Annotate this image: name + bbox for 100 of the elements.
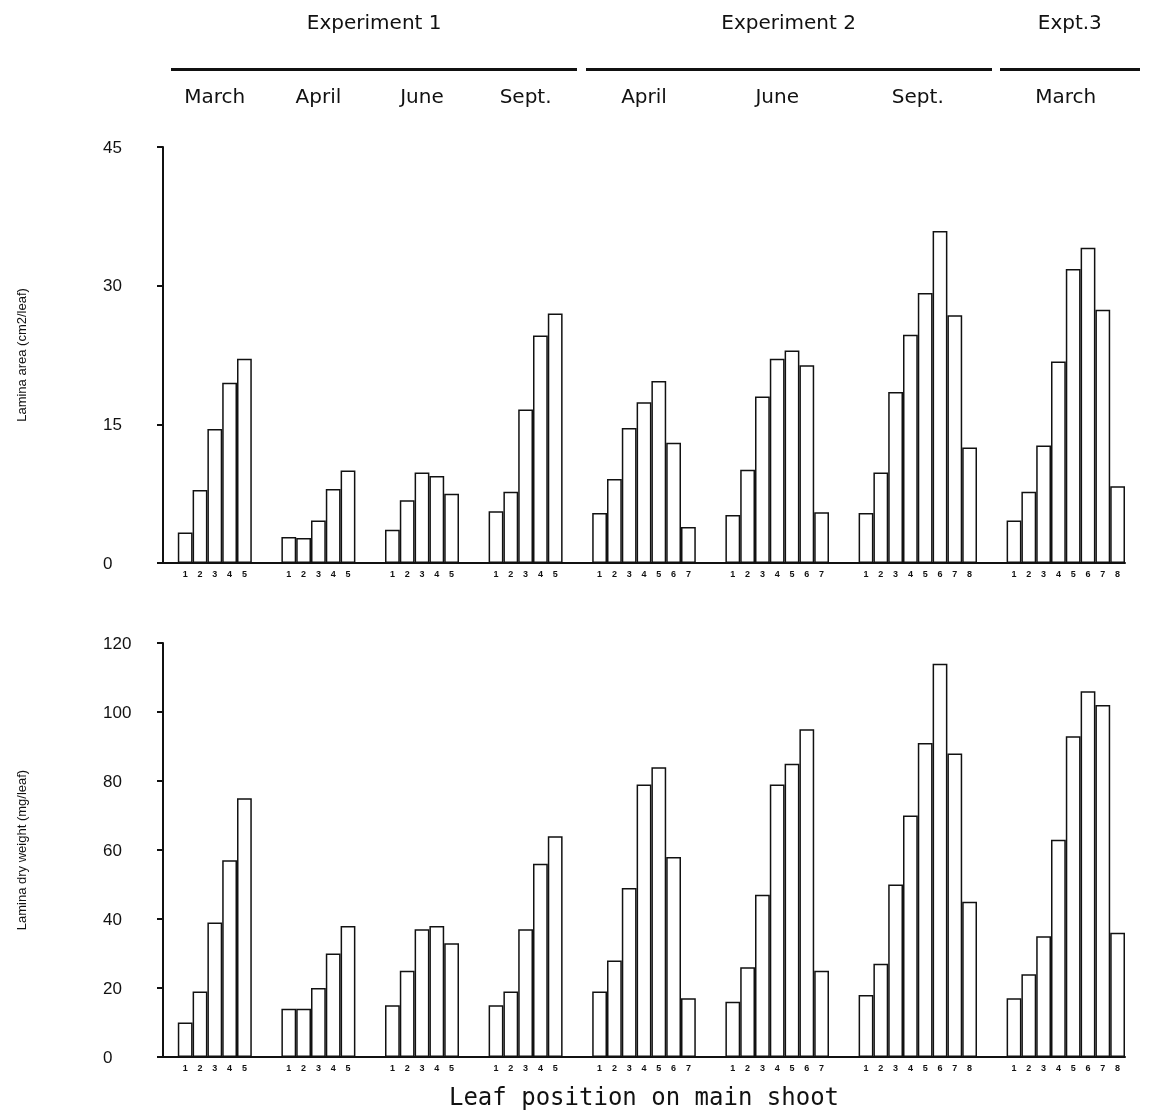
x-tick-label: 5 <box>552 1062 558 1073</box>
text: Experiment 1 <box>306 10 442 34</box>
x-tick-label: 3 <box>315 568 321 579</box>
x-tick-label: 7 <box>685 568 691 579</box>
x-tick-label: 2 <box>508 568 514 579</box>
x-tick-label: 5 <box>789 568 795 579</box>
x-tick-label: 1 <box>182 568 188 579</box>
x-tick-label: 7 <box>819 568 825 579</box>
x-tick-label: 6 <box>1085 568 1091 579</box>
x-tick-label: 6 <box>804 1062 810 1073</box>
x-tick-label: 2 <box>197 568 203 579</box>
x-tick-label: 5 <box>449 568 455 579</box>
x-tick-label: 5 <box>656 568 662 579</box>
x-tick-label: 2 <box>611 1062 617 1073</box>
text: Experiment 2 <box>721 10 856 34</box>
x-tick-label: 4 <box>641 568 647 579</box>
x-tick-label: 4 <box>774 1062 780 1073</box>
x-tick-label: 1 <box>389 1062 395 1073</box>
x-tick-label: 2 <box>301 1062 307 1073</box>
y-tick-label: 120 <box>103 633 132 653</box>
x-tick-label: 4 <box>434 1062 440 1073</box>
x-tick-label: 7 <box>1100 1062 1106 1073</box>
x-tick-label: 2 <box>878 568 884 579</box>
x-tick-label: 6 <box>1085 1062 1091 1073</box>
x-tick-label: 3 <box>523 568 529 579</box>
text: Sept. <box>891 84 944 108</box>
x-tick-label: 5 <box>241 568 247 579</box>
x-tick-label: 5 <box>656 1062 662 1073</box>
y-tick-label: 15 <box>103 414 122 434</box>
x-tick-label: 1 <box>863 568 869 579</box>
x-tick-label: 5 <box>241 1062 247 1073</box>
x-tick-label: 5 <box>552 568 558 579</box>
x-tick-label: 2 <box>1026 1062 1032 1073</box>
text: March <box>1035 84 1097 108</box>
x-tick-label: 4 <box>537 1062 543 1073</box>
x-tick-label: 7 <box>685 1062 691 1073</box>
x-tick-label: 1 <box>730 1062 736 1073</box>
x-tick-label: 1 <box>286 568 292 579</box>
x-tick-label: 4 <box>907 1062 913 1073</box>
x-tick-label: 3 <box>315 1062 321 1073</box>
x-tick-label: 8 <box>967 568 973 579</box>
x-tick-label: 2 <box>745 568 751 579</box>
x-tick-label: 3 <box>893 1062 899 1073</box>
y-tick-label: 40 <box>103 909 122 929</box>
y-axis-title: Lamina dry weight (mg/leaf) <box>14 769 29 931</box>
x-tick-label: 5 <box>1070 1062 1076 1073</box>
x-tick-label: 3 <box>419 1062 425 1073</box>
x-tick-label: 4 <box>641 1062 647 1073</box>
x-tick-label: 1 <box>597 568 603 579</box>
x-tick-label: 5 <box>789 1062 795 1073</box>
x-tick-label: 4 <box>227 568 233 579</box>
x-tick-label: 6 <box>671 1062 677 1073</box>
y-tick-label: 60 <box>103 840 122 860</box>
x-tick-label: 4 <box>434 568 440 579</box>
x-tick-label: 6 <box>804 568 810 579</box>
x-tick-label: 1 <box>182 1062 188 1073</box>
x-tick-label: 2 <box>745 1062 751 1073</box>
x-tick-label: 7 <box>952 1062 958 1073</box>
x-tick-label: 1 <box>1011 568 1017 579</box>
x-tick-label: 1 <box>493 1062 499 1073</box>
x-tick-label: 4 <box>537 568 543 579</box>
x-tick-label: 5 <box>922 568 928 579</box>
text: March <box>184 84 246 108</box>
x-tick-label: 2 <box>197 1062 203 1073</box>
x-tick-label: 7 <box>1100 568 1106 579</box>
x-tick-label: 4 <box>1055 568 1061 579</box>
x-tick-label: 3 <box>212 568 218 579</box>
y-tick-label: 45 <box>103 137 122 157</box>
x-tick-label: 3 <box>212 1062 218 1073</box>
x-tick-label: 5 <box>345 568 351 579</box>
x-tick-label: 6 <box>937 1062 943 1073</box>
x-tick-label: 2 <box>404 1062 410 1073</box>
x-tick-label: 4 <box>774 568 780 579</box>
x-tick-label: 1 <box>597 1062 603 1073</box>
text: April <box>621 84 667 108</box>
x-tick-label: 3 <box>893 568 899 579</box>
y-tick-label: 20 <box>103 978 122 998</box>
x-tick-label: 3 <box>626 1062 632 1073</box>
y-tick-label: 30 <box>103 276 122 296</box>
x-tick-label: 4 <box>330 568 336 579</box>
x-tick-label: 7 <box>819 1062 825 1073</box>
x-tick-label: 3 <box>626 568 632 579</box>
x-tick-label: 4 <box>227 1062 233 1073</box>
x-tick-label: 8 <box>1115 1062 1121 1073</box>
x-tick-label: 7 <box>952 568 958 579</box>
x-tick-label: 2 <box>611 568 617 579</box>
x-tick-label: 1 <box>1011 1062 1017 1073</box>
x-tick-label: 2 <box>878 1062 884 1073</box>
x-tick-label: 1 <box>389 568 395 579</box>
x-tick-label: 1 <box>730 568 736 579</box>
x-tick-label: 3 <box>1041 568 1047 579</box>
text: June <box>755 84 799 108</box>
x-tick-label: 8 <box>967 1062 973 1073</box>
y-tick-label: 0 <box>103 1047 113 1067</box>
x-tick-label: 2 <box>404 568 410 579</box>
x-tick-label: 4 <box>1055 1062 1061 1073</box>
x-tick-label: 3 <box>419 568 425 579</box>
x-tick-label: 3 <box>523 1062 529 1073</box>
x-tick-label: 8 <box>1115 568 1121 579</box>
text: June <box>400 84 444 108</box>
